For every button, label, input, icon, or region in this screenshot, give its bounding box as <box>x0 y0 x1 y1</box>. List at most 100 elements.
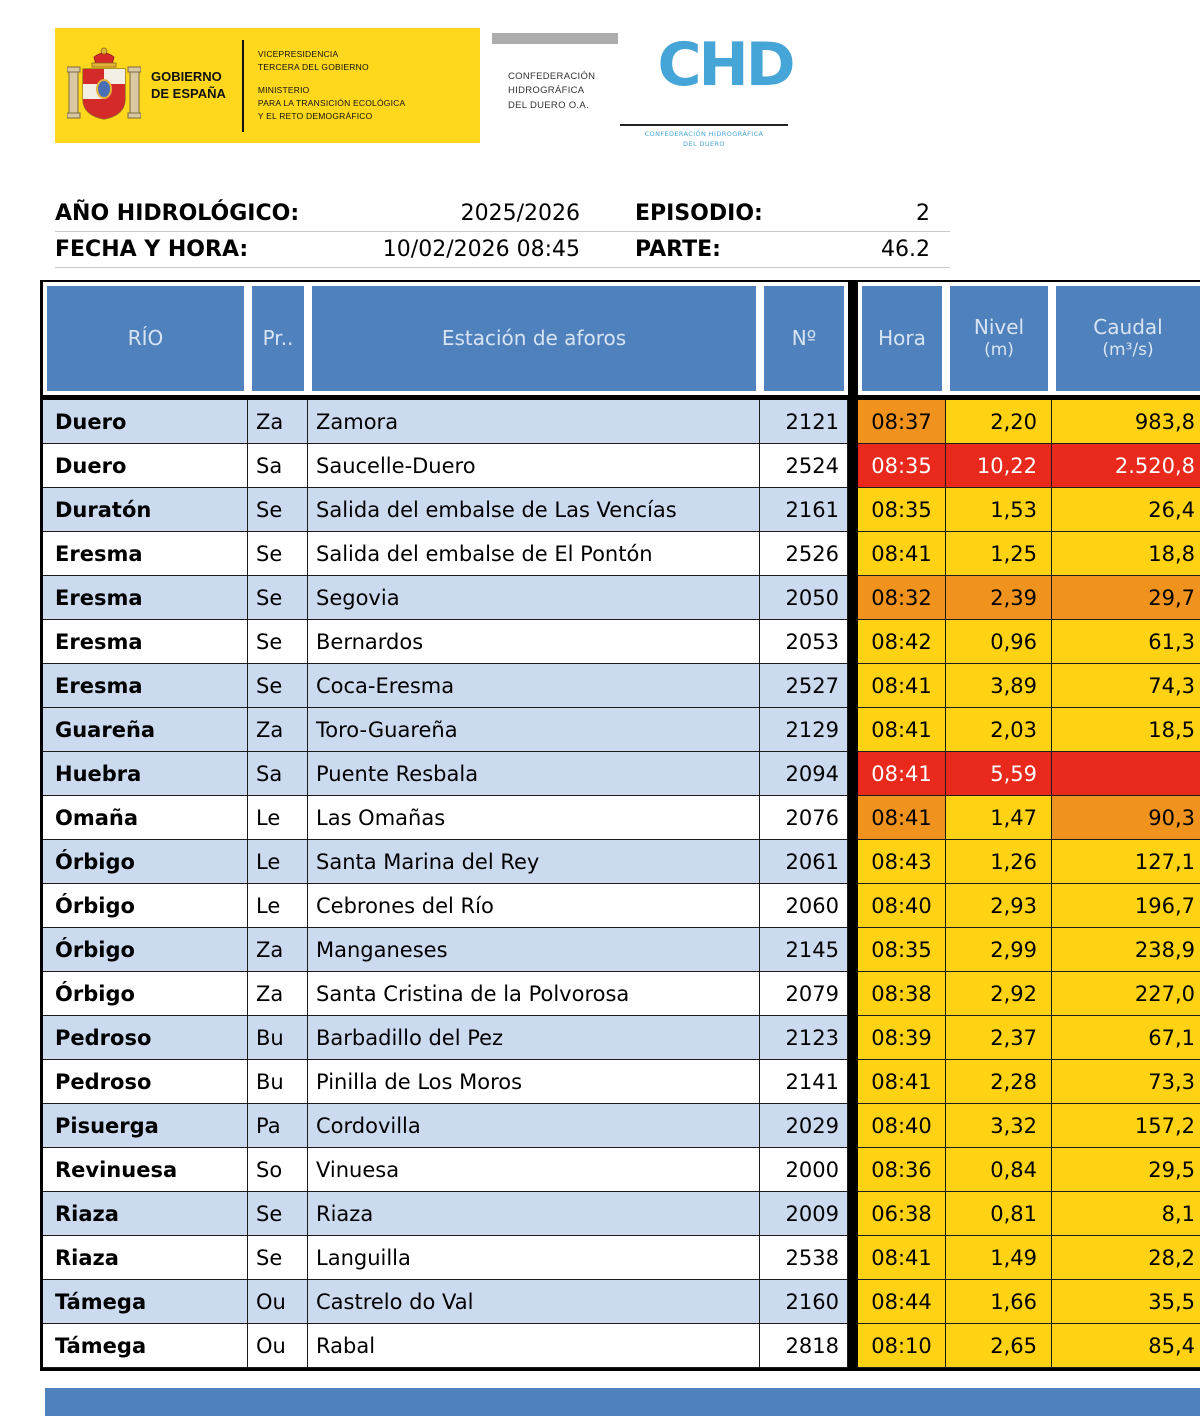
cell-caudal: 26,4 <box>1052 488 1200 532</box>
table-row: Órbigo Za Manganeses 2145 08:35 2,99 238,9 <box>43 928 1200 972</box>
col-header-pr: Pr.. <box>252 286 304 391</box>
cell-caudal: 73,3 <box>1052 1060 1200 1104</box>
cell-rio: Órbigo <box>43 884 248 928</box>
table-row: Eresma Se Coca-Eresma 2527 08:41 3,89 74,3 <box>43 664 1200 708</box>
cell-pr: Se <box>248 488 308 532</box>
cell-caudal: 67,1 <box>1052 1016 1200 1060</box>
gauging-stations-table: RÍO Pr.. Estación de aforos Nº Hora Nive… <box>40 280 1200 1371</box>
cell-caudal: 61,3 <box>1052 620 1200 664</box>
cell-nivel: 1,26 <box>946 840 1052 884</box>
cell-caudal: 227,0 <box>1052 972 1200 1016</box>
cell-hora: 08:41 <box>858 532 946 576</box>
chd-subtitle-line2: DEL DUERO <box>683 139 725 148</box>
cell-nivel: 2,39 <box>946 576 1052 620</box>
cell-separator <box>848 752 858 796</box>
cell-nivel: 3,89 <box>946 664 1052 708</box>
table-row: Támega Ou Castrelo do Val 2160 08:44 1,66 35,5 <box>43 1280 1200 1324</box>
cell-rio: Riaza <box>43 1192 248 1236</box>
cell-caudal: 29,7 <box>1052 576 1200 620</box>
cell-rio: Revinuesa <box>43 1148 248 1192</box>
col-header-hora-label: Hora <box>878 326 926 350</box>
cell-estacion: Riaza <box>308 1192 760 1236</box>
ministerio-line1: MINISTERIO <box>257 84 310 95</box>
cell-pr: Se <box>248 1236 308 1280</box>
cell-separator <box>848 1324 858 1368</box>
cell-estacion: Coca-Eresma <box>308 664 760 708</box>
cell-caudal: 2.520,8 <box>1052 444 1200 488</box>
cell-num: 2053 <box>760 620 848 664</box>
cell-nivel: 0,84 <box>946 1148 1052 1192</box>
table-row: Riaza Se Languilla 2538 08:41 1,49 28,2 <box>43 1236 1200 1280</box>
cell-rio: Duero <box>43 444 248 488</box>
logo-divider <box>241 39 244 132</box>
table-row: Duero Za Zamora 2121 08:37 2,20 983,8 <box>43 400 1200 444</box>
cell-num: 2527 <box>760 664 848 708</box>
cell-hora: 08:36 <box>858 1148 946 1192</box>
cell-num: 2060 <box>760 884 848 928</box>
cell-caudal: 18,5 <box>1052 708 1200 752</box>
cell-estacion: Rabal <box>308 1324 760 1368</box>
cell-caudal: 28,2 <box>1052 1236 1200 1280</box>
cell-separator <box>848 444 858 488</box>
table-row: Órbigo Le Santa Marina del Rey 2061 08:43 1,2… <box>43 840 1200 884</box>
cell-num: 2538 <box>760 1236 848 1280</box>
cell-hora: 08:41 <box>858 1060 946 1104</box>
chd-logo-subtitle: CONFEDERACIÓN HIDROGRÁFICA DEL DUERO <box>620 130 788 150</box>
cell-hora: 08:40 <box>858 884 946 928</box>
table-row: Duratón Se Salida del embalse de Las Vencí… <box>43 488 1200 532</box>
confederacion-line3: DEL DUERO O.A. <box>508 99 589 111</box>
cell-rio: Huebra <box>43 752 248 796</box>
ministry-text: VICEPRESIDENCIA TERCERA DEL GOBIERNO MIN… <box>258 48 405 124</box>
ministerio-line3: Y EL RETO DEMOGRÁFICO <box>257 111 373 122</box>
cell-pr: Pa <box>248 1104 308 1148</box>
cell-pr: Sa <box>248 752 308 796</box>
table-row: Eresma Se Salida del embalse de El Pontón 2… <box>43 532 1200 576</box>
cell-nivel: 0,81 <box>946 1192 1052 1236</box>
col-header-num-label: Nº <box>791 326 817 350</box>
cell-estacion: Segovia <box>308 576 760 620</box>
cell-hora: 08:35 <box>858 928 946 972</box>
cell-nivel: 2,28 <box>946 1060 1052 1104</box>
cell-estacion: Toro-Guareña <box>308 708 760 752</box>
cell-rio: Pisuerga <box>43 1104 248 1148</box>
cell-estacion: Bernardos <box>308 620 760 664</box>
cell-estacion: Languilla <box>308 1236 760 1280</box>
cell-pr: Ou <box>248 1324 308 1368</box>
cell-rio: Eresma <box>43 620 248 664</box>
cell-separator <box>848 972 858 1016</box>
cell-separator <box>848 884 858 928</box>
cell-pr: Le <box>248 884 308 928</box>
gobierno-text: GOBIERNO DE ESPAÑA <box>151 69 226 103</box>
cell-num: 2526 <box>760 532 848 576</box>
cell-nivel: 2,65 <box>946 1324 1052 1368</box>
cell-nivel: 1,49 <box>946 1236 1052 1280</box>
cell-separator <box>848 1060 858 1104</box>
cell-separator <box>848 488 858 532</box>
cell-estacion: Cebrones del Río <box>308 884 760 928</box>
cell-rio: Eresma <box>43 576 248 620</box>
cell-pr: Se <box>248 576 308 620</box>
cell-rio: Támega <box>43 1280 248 1324</box>
cell-pr: Le <box>248 796 308 840</box>
cell-caudal: 85,4 <box>1052 1324 1200 1368</box>
cell-nivel: 2,92 <box>946 972 1052 1016</box>
cell-rio: Duero <box>43 400 248 444</box>
table-row: Riaza Se Riaza 2009 06:38 0,81 8,1 <box>43 1192 1200 1236</box>
cell-num: 2076 <box>760 796 848 840</box>
cell-nivel: 2,99 <box>946 928 1052 972</box>
table-row: Omaña Le Las Omañas 2076 08:41 1,47 90,3 <box>43 796 1200 840</box>
fecha-hora-label: FECHA Y HORA: <box>55 237 249 262</box>
cell-nivel: 1,53 <box>946 488 1052 532</box>
col-header-num: Nº <box>764 286 844 391</box>
cell-num: 2050 <box>760 576 848 620</box>
cell-estacion: Santa Marina del Rey <box>308 840 760 884</box>
cell-separator <box>848 532 858 576</box>
column-separator <box>848 282 858 395</box>
table-row: Revinuesa So Vinuesa 2000 08:36 0,84 29,5 <box>43 1148 1200 1192</box>
cell-nivel: 1,47 <box>946 796 1052 840</box>
table-row: Pedroso Bu Pinilla de Los Moros 2141 08:41 2,… <box>43 1060 1200 1104</box>
cell-caudal: 35,5 <box>1052 1280 1200 1324</box>
cell-hora: 08:38 <box>858 972 946 1016</box>
cell-hora: 08:41 <box>858 664 946 708</box>
cell-caudal: 196,7 <box>1052 884 1200 928</box>
